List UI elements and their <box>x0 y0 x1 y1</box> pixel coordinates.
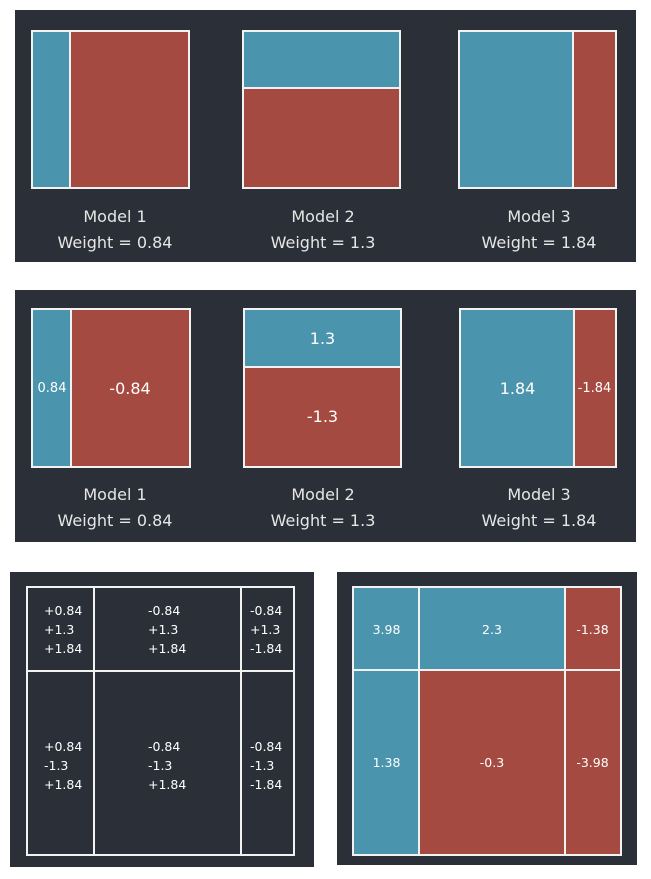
sum-term: -1.84 <box>250 776 283 792</box>
model-2-weighted-caption: Model 2 Weight = 1.3 <box>223 482 423 534</box>
model-3-blue-region <box>460 32 573 187</box>
model-2-weight: Weight = 1.3 <box>270 233 376 252</box>
result-grid-panel: 3.98 2.3 -1.38 1.38 -0.3 -3.98 <box>337 572 637 865</box>
result-grid-divider-left <box>418 588 420 854</box>
sum-grid: +0.84 +1.3 +1.84 -0.84 +1.3 +1.84 -0.84 … <box>26 586 295 856</box>
sum-term: +1.3 <box>250 621 281 637</box>
sum-term: -1.3 <box>250 757 275 773</box>
weighted-regions-panel: 0.84 -0.84 Model 1 Weight = 0.84 1.3 -1.… <box>15 290 636 542</box>
model-2-caption: Model 2 Weight = 1.3 <box>223 204 423 256</box>
model-3-weighted-region: 1.84 -1.84 <box>459 308 617 468</box>
model-2-positive-region: 1.3 <box>245 310 400 367</box>
sum-cell-bottom-right: -0.84 -1.3 -1.84 <box>250 672 293 854</box>
sum-term: +1.84 <box>44 776 83 792</box>
sum-cell-bottom-middle: -0.84 -1.3 +1.84 <box>148 672 228 854</box>
model-2-weighted-boundary <box>245 366 400 368</box>
sum-term: +0.84 <box>44 738 83 754</box>
model-3-weighted-boundary <box>573 310 575 466</box>
result-grid-divider-right <box>564 588 566 854</box>
sum-term: -0.84 <box>250 602 283 618</box>
model-1-weighted-caption: Model 1 Weight = 0.84 <box>15 482 215 534</box>
sum-term: +0.84 <box>44 602 83 618</box>
model-3-boundary <box>572 32 574 187</box>
result-cell-top-right: -1.38 <box>565 588 620 670</box>
model-2-boundary <box>244 87 399 89</box>
sum-cell-top-right: -0.84 +1.3 -1.84 <box>250 588 293 670</box>
sum-term: -0.84 <box>148 602 181 618</box>
model-3-caption: Model 3 Weight = 1.84 <box>439 204 639 256</box>
model-2-weighted-region: 1.3 -1.3 <box>243 308 402 468</box>
model-3-weight: Weight = 1.84 <box>481 233 597 252</box>
model-2-red-region <box>244 88 399 187</box>
model-1-positive-region: 0.84 <box>33 310 71 466</box>
result-cell-top-left: 3.98 <box>354 588 419 670</box>
model-2-blue-region <box>244 32 399 88</box>
sum-grid-divider-left <box>93 588 95 854</box>
model-3-weighted-name: Model 3 <box>507 485 571 504</box>
result-grid: 3.98 2.3 -1.38 1.38 -0.3 -3.98 <box>352 586 622 856</box>
model-3-red-region <box>573 32 615 187</box>
sum-term: +1.3 <box>44 621 75 637</box>
result-cell-bottom-middle: -0.3 <box>419 670 565 854</box>
sum-grid-divider-middle <box>28 670 293 672</box>
sum-term: -0.84 <box>148 738 181 754</box>
model-3-weighted-weight: Weight = 1.84 <box>481 511 597 530</box>
result-grid-divider-middle <box>354 669 620 671</box>
sum-term: +1.84 <box>44 640 83 656</box>
model-1-blue-region <box>33 32 70 187</box>
sum-cell-bottom-left: +0.84 -1.3 +1.84 <box>44 672 92 854</box>
sum-term: +1.84 <box>148 640 187 656</box>
model-1-boundary <box>69 32 71 187</box>
sum-term: -1.84 <box>250 640 283 656</box>
result-cell-bottom-left: 1.38 <box>354 670 419 854</box>
model-3-region <box>458 30 617 189</box>
model-1-weighted-boundary <box>70 310 72 466</box>
result-cell-bottom-right: -3.98 <box>565 670 620 854</box>
sum-cell-top-left: +0.84 +1.3 +1.84 <box>44 588 92 670</box>
model-1-caption: Model 1 Weight = 0.84 <box>15 204 215 256</box>
model-1-weighted-region: 0.84 -0.84 <box>31 308 191 468</box>
sum-grid-panel: +0.84 +1.3 +1.84 -0.84 +1.3 +1.84 -0.84 … <box>10 572 314 867</box>
sum-grid-divider-right <box>240 588 242 854</box>
model-1-region <box>31 30 190 189</box>
model-1-weight: Weight = 0.84 <box>57 233 173 252</box>
sum-term: +1.84 <box>148 776 187 792</box>
weights-panel: Model 1 Weight = 0.84 Model 2 Weight = 1… <box>15 10 636 262</box>
model-3-positive-region: 1.84 <box>461 310 574 466</box>
sum-term: -1.3 <box>44 757 69 773</box>
model-2-negative-region: -1.3 <box>245 367 400 466</box>
model-2-weighted-weight: Weight = 1.3 <box>270 511 376 530</box>
model-1-weighted-weight: Weight = 0.84 <box>57 511 173 530</box>
sum-term: -0.84 <box>250 738 283 754</box>
model-1-weighted-name: Model 1 <box>83 485 147 504</box>
model-3-name: Model 3 <box>507 207 571 226</box>
sum-term: -1.3 <box>148 757 173 773</box>
sum-cell-top-middle: -0.84 +1.3 +1.84 <box>148 588 228 670</box>
sum-term: +1.3 <box>148 621 179 637</box>
model-1-red-region <box>70 32 188 187</box>
model-3-negative-region: -1.84 <box>574 310 615 466</box>
model-1-name: Model 1 <box>83 207 147 226</box>
model-2-name: Model 2 <box>291 207 355 226</box>
model-2-region <box>242 30 401 189</box>
model-3-weighted-caption: Model 3 Weight = 1.84 <box>439 482 639 534</box>
model-2-weighted-name: Model 2 <box>291 485 355 504</box>
model-1-negative-region: -0.84 <box>71 310 189 466</box>
result-cell-top-middle: 2.3 <box>419 588 565 670</box>
